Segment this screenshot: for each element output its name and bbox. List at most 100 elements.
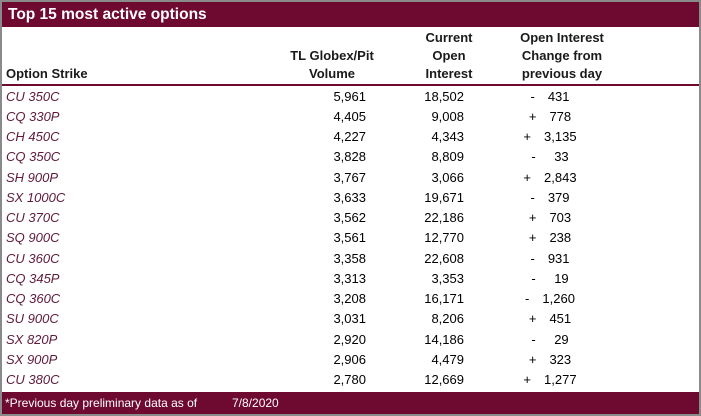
table-row: CQ 345P 3,313 3,353 - 19 <box>2 268 699 288</box>
change-value: 33 <box>554 149 569 165</box>
option-strike-cell: CU 350C <box>6 88 60 104</box>
option-strike-cell: CQ 360C <box>6 291 61 307</box>
open-interest-cell: 22,186 <box>424 210 464 226</box>
open-interest-cell: 9,008 <box>431 108 464 124</box>
volume-cell: 4,227 <box>333 129 366 145</box>
table-row: CU 360C 3,358 22,608-931 <box>2 248 699 268</box>
option-strike-cell: CU 360C <box>6 250 60 266</box>
option-strike-cell: CU 380C <box>6 372 60 388</box>
change-value: 1,260 <box>542 291 575 307</box>
change-sign: + <box>528 108 537 124</box>
volume-cell: 3,358 <box>333 250 366 266</box>
change-sign: - <box>531 149 536 165</box>
change-sign: + <box>523 169 532 185</box>
option-strike-cell: CQ 345P <box>6 270 60 286</box>
open-interest-cell: 22,608 <box>424 250 464 266</box>
option-strike-cell: SQ 900C <box>6 230 60 246</box>
change-sign: + <box>523 129 532 145</box>
oi-change-cell: +703 <box>464 210 636 225</box>
change-sign: + <box>528 210 537 226</box>
volume-cell: 2,906 <box>333 351 366 367</box>
change-sign: + <box>523 372 532 388</box>
change-value: 379 <box>547 189 570 205</box>
oi-change-cell: - 33 <box>464 149 636 164</box>
open-interest-cell: 8,809 <box>431 149 464 165</box>
open-interest-cell: 12,669 <box>424 372 464 388</box>
column-header-option-strike: Option Strike <box>6 66 88 81</box>
change-sign: - <box>530 88 535 104</box>
oi-change-cell: +778 <box>464 109 636 124</box>
oi-change-cell: - 19 <box>464 271 636 286</box>
change-sign: - <box>531 270 536 286</box>
oi-change-cell: - 29 <box>464 332 636 347</box>
change-value: 3,135 <box>544 129 577 145</box>
footer-note: *Previous day preliminary data as of <box>5 396 198 410</box>
table-row: CQ 350C 3,828 8,809 - 33 <box>2 147 699 167</box>
change-value: 29 <box>554 331 569 347</box>
table-row: CU 380C 2,780 12,669 +1,277 <box>2 370 699 390</box>
volume-cell: 2,780 <box>333 372 366 388</box>
open-interest-cell: 3,353 <box>431 270 464 286</box>
volume-cell: 3,562 <box>333 210 366 226</box>
open-interest-cell: 3,066 <box>431 169 464 185</box>
option-strike-cell: SX 1000C <box>6 189 66 205</box>
option-strike-cell: CH 450C <box>6 129 60 145</box>
change-value: 451 <box>549 311 572 327</box>
change-value: 238 <box>549 230 572 246</box>
volume-cell: 3,828 <box>333 149 366 165</box>
volume-cell: 3,313 <box>333 270 366 286</box>
oi-change-cell: -379 <box>464 190 636 205</box>
option-strike-cell: SX 820P <box>6 331 58 347</box>
oi-change-cell: +323 <box>464 352 636 367</box>
option-strike-cell: CQ 330P <box>6 108 60 124</box>
option-strike-cell: CQ 350C <box>6 149 61 165</box>
oi-change-cell: +451 <box>464 311 636 326</box>
table-header: Option Strike TL Globex/Pit Volume Curre… <box>2 27 699 84</box>
volume-cell: 5,961 <box>333 88 366 104</box>
table-row: SU 900C 3,031 8,206 +451 <box>2 309 699 329</box>
report-title-bar: Top 15 most active options <box>2 2 699 27</box>
header-divider <box>2 84 699 86</box>
open-interest-cell: 14,186 <box>424 331 464 347</box>
oi-change-cell: +1,277 <box>464 372 636 387</box>
volume-cell: 3,633 <box>333 189 366 205</box>
table-row: CQ 360C 3,208 16,171-1,260 <box>2 289 699 309</box>
change-sign: + <box>528 230 537 246</box>
table-row: SX 820P 2,920 14,186 - 29 <box>2 329 699 349</box>
table-row: CQ 330P 4,405 9,008 +778 <box>2 106 699 126</box>
change-value: 931 <box>547 250 570 266</box>
table-row: CU 350C 5,961 18,502 -431 <box>2 86 699 106</box>
footer-date: 7/8/2020 <box>232 396 279 410</box>
open-interest-cell: 16,171 <box>424 291 464 307</box>
change-sign: - <box>530 189 535 205</box>
open-interest-cell: 12,770 <box>424 230 464 246</box>
volume-cell: 3,031 <box>333 311 366 327</box>
table-rows: CU 350C 5,961 18,502-431 CQ 330P 4,405 9,008 +… <box>2 86 699 390</box>
volume-cell: 3,561 <box>333 230 366 246</box>
change-sign: - <box>531 331 536 347</box>
option-strike-cell: CU 370C <box>6 210 60 226</box>
option-strike-cell: SU 900C <box>6 311 59 327</box>
change-value: 703 <box>549 210 572 226</box>
table-row: SX 1000C 3,633 19,671-379 <box>2 187 699 207</box>
option-strike-cell: SX 900P <box>6 351 58 367</box>
change-value: 19 <box>554 270 569 286</box>
change-sign: + <box>528 311 537 327</box>
change-value: 2,843 <box>544 169 577 185</box>
table-row: SQ 900C 3,561 12,770 +238 <box>2 228 699 248</box>
change-sign: + <box>528 351 537 367</box>
oi-change-cell: +2,843 <box>464 170 636 185</box>
open-interest-cell: 4,479 <box>431 351 464 367</box>
change-value: 431 <box>547 88 570 104</box>
table-row: CH 450C 4,227 4,343 +3,135 <box>2 127 699 147</box>
table-row: SH 900P 3,767 3,066 +2,843 <box>2 167 699 187</box>
open-interest-cell: 18,502 <box>424 88 464 104</box>
volume-cell: 4,405 <box>333 108 366 124</box>
open-interest-cell: 8,206 <box>431 311 464 327</box>
option-strike-cell: SH 900P <box>6 169 59 185</box>
volume-cell: 3,208 <box>333 291 366 307</box>
column-header-oi-change: Open Interest Change from previous day <box>520 30 604 81</box>
change-value: 1,277 <box>544 372 577 388</box>
volume-cell: 2,920 <box>333 331 366 347</box>
oi-change-cell: -1,260 <box>464 291 636 306</box>
